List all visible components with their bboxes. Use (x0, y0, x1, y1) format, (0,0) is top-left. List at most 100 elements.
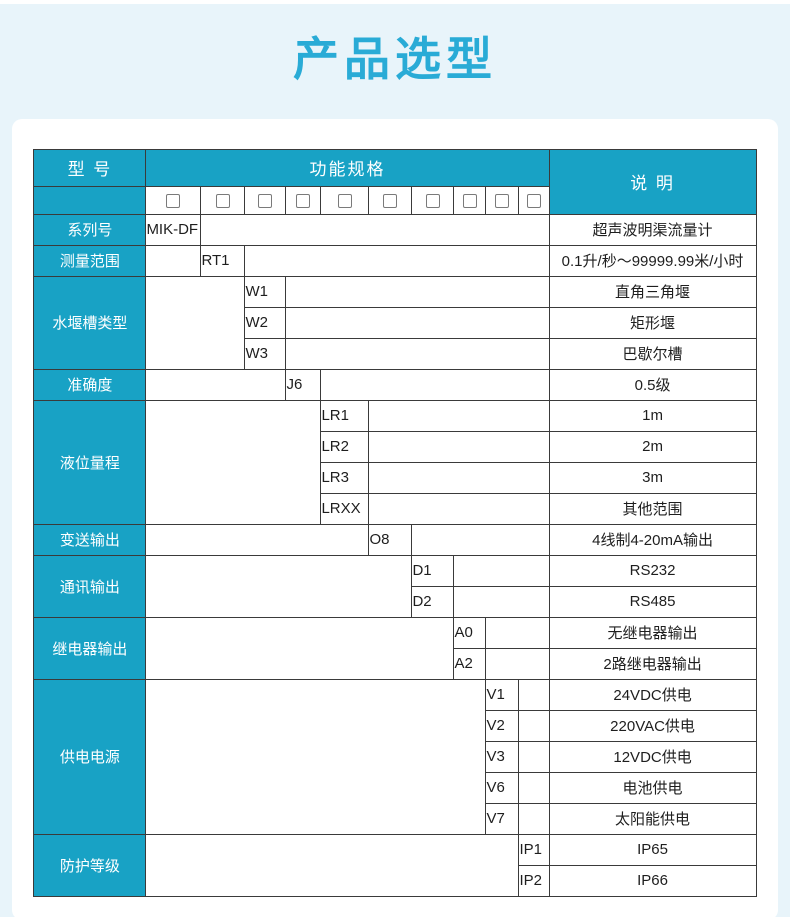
row-label-level-range: 液位量程 (33, 399, 147, 525)
empty-cell (285, 275, 550, 308)
checkbox-icon (425, 193, 440, 208)
checkbox-row (33, 185, 756, 215)
spec-checkbox-cell (453, 185, 487, 215)
empty-cell (368, 492, 550, 525)
empty-cell (368, 430, 550, 463)
top-white-strip (0, 0, 790, 4)
table-row: V7 太阳能供电 (34, 802, 757, 835)
desc-cell: 12VDC供电 (548, 740, 757, 773)
empty-cell (518, 678, 550, 711)
desc-cell: 矩形堰 (548, 306, 757, 339)
empty-cell (368, 399, 550, 432)
row-label-power-supply: 供电电源 (33, 678, 147, 835)
empty-cell (145, 399, 322, 525)
code-cell: LRXX (320, 492, 370, 525)
empty-cell (145, 523, 370, 556)
desc-cell: IP66 (548, 864, 757, 897)
empty-cell (485, 647, 550, 680)
code-cell: LR1 (320, 399, 370, 432)
empty-cell (145, 244, 202, 277)
spec-checkbox-cell (320, 185, 370, 215)
spec-checkbox-cell (145, 185, 202, 215)
table-row: 准确度 J6 0.5级 (33, 368, 757, 401)
checkbox-icon (166, 193, 181, 208)
checkbox-icon (296, 193, 311, 208)
code-cell: W2 (244, 306, 287, 339)
table-row: 通讯输出 D1 RS232 (33, 554, 757, 618)
empty-cell (145, 554, 413, 618)
code-cell: LR3 (320, 461, 370, 494)
desc-cell: 1m (548, 399, 757, 432)
empty-cell (145, 275, 246, 370)
row-label-accuracy: 准确度 (33, 368, 147, 401)
table-row: V3 12VDC供电 (34, 740, 757, 773)
table-row: LR2 2m (34, 430, 757, 463)
checkbox-icon (527, 193, 541, 208)
code-cell: A2 (453, 647, 487, 680)
row-label-protection: 防护等级 (33, 833, 147, 897)
desc-cell: 电池供电 (548, 771, 757, 804)
table-row: 液位量程 LR1 1m (33, 399, 757, 525)
checkbox-icon (215, 193, 230, 208)
desc-cell: 3m (548, 461, 757, 494)
desc-cell: 太阳能供电 (548, 802, 757, 835)
desc-cell: 2m (548, 430, 757, 463)
row-label-relay-output: 继电器输出 (33, 616, 147, 680)
code-cell: A0 (453, 616, 487, 649)
desc-cell: 直角三角堰 (548, 275, 757, 308)
empty-cell (145, 368, 287, 401)
desc-cell: IP65 (548, 833, 757, 866)
row-label-weir-type: 水堰槽类型 (33, 275, 147, 370)
empty-cell (244, 244, 550, 277)
empty-cell (320, 368, 550, 401)
checkbox-icon (495, 193, 510, 208)
spec-checkbox-cell (285, 185, 322, 215)
table-row: W3 巴歇尔槽 (34, 337, 757, 370)
empty-teal-cell (33, 185, 147, 215)
checkbox-icon (383, 193, 398, 208)
table-row: 防护等级 IP1 IP65 (33, 833, 757, 897)
empty-cell (285, 306, 550, 339)
table-row: LRXX 其他范围 (34, 492, 757, 525)
empty-cell (145, 678, 487, 835)
code-cell: W3 (244, 337, 287, 370)
code-cell: V6 (485, 771, 520, 804)
spec-checkbox-cell (368, 185, 413, 215)
code-cell: RT1 (200, 244, 246, 277)
desc-cell: RS485 (548, 585, 757, 618)
checkbox-icon (258, 193, 273, 208)
table-row: V6 电池供电 (34, 771, 757, 804)
spec-checkbox-cell (244, 185, 287, 215)
empty-cell (285, 337, 550, 370)
table-row: W2 矩形堰 (34, 306, 757, 339)
table-row: 变送输出 O8 4线制4-20mA输出 (33, 523, 757, 556)
row-label-series: 系列号 (33, 213, 147, 246)
row-label-comm-output: 通讯输出 (33, 554, 147, 618)
desc-cell: 4线制4-20mA输出 (548, 523, 757, 556)
column-header-model: 型 号 (33, 148, 147, 187)
desc-cell: 超声波明渠流量计 (548, 213, 757, 246)
code-cell: IP2 (518, 864, 550, 897)
table-header-row: 型 号 功能规格 说 明 (33, 148, 757, 215)
code-cell: MIK-DF (145, 213, 202, 246)
desc-cell: 其他范围 (548, 492, 757, 525)
table-row: D2 RS485 (34, 585, 757, 618)
spec-checkbox-cell (485, 185, 520, 215)
checkbox-icon (462, 193, 477, 208)
empty-cell (200, 213, 550, 246)
empty-cell (411, 523, 550, 556)
desc-cell: 2路继电器输出 (548, 647, 757, 680)
empty-cell (453, 585, 550, 618)
code-cell: IP1 (518, 833, 550, 866)
empty-cell (145, 616, 455, 680)
empty-cell (518, 740, 550, 773)
table-row: 水堰槽类型 W1 直角三角堰 (33, 275, 757, 370)
empty-cell (518, 802, 550, 835)
table-row: IP2 IP66 (34, 864, 757, 897)
page-title: 产品选型 (293, 33, 497, 85)
code-cell: V2 (485, 709, 520, 742)
row-label-transmit-output: 变送输出 (33, 523, 147, 556)
empty-cell (518, 771, 550, 804)
desc-cell: RS232 (548, 554, 757, 587)
desc-cell: 24VDC供电 (548, 678, 757, 711)
